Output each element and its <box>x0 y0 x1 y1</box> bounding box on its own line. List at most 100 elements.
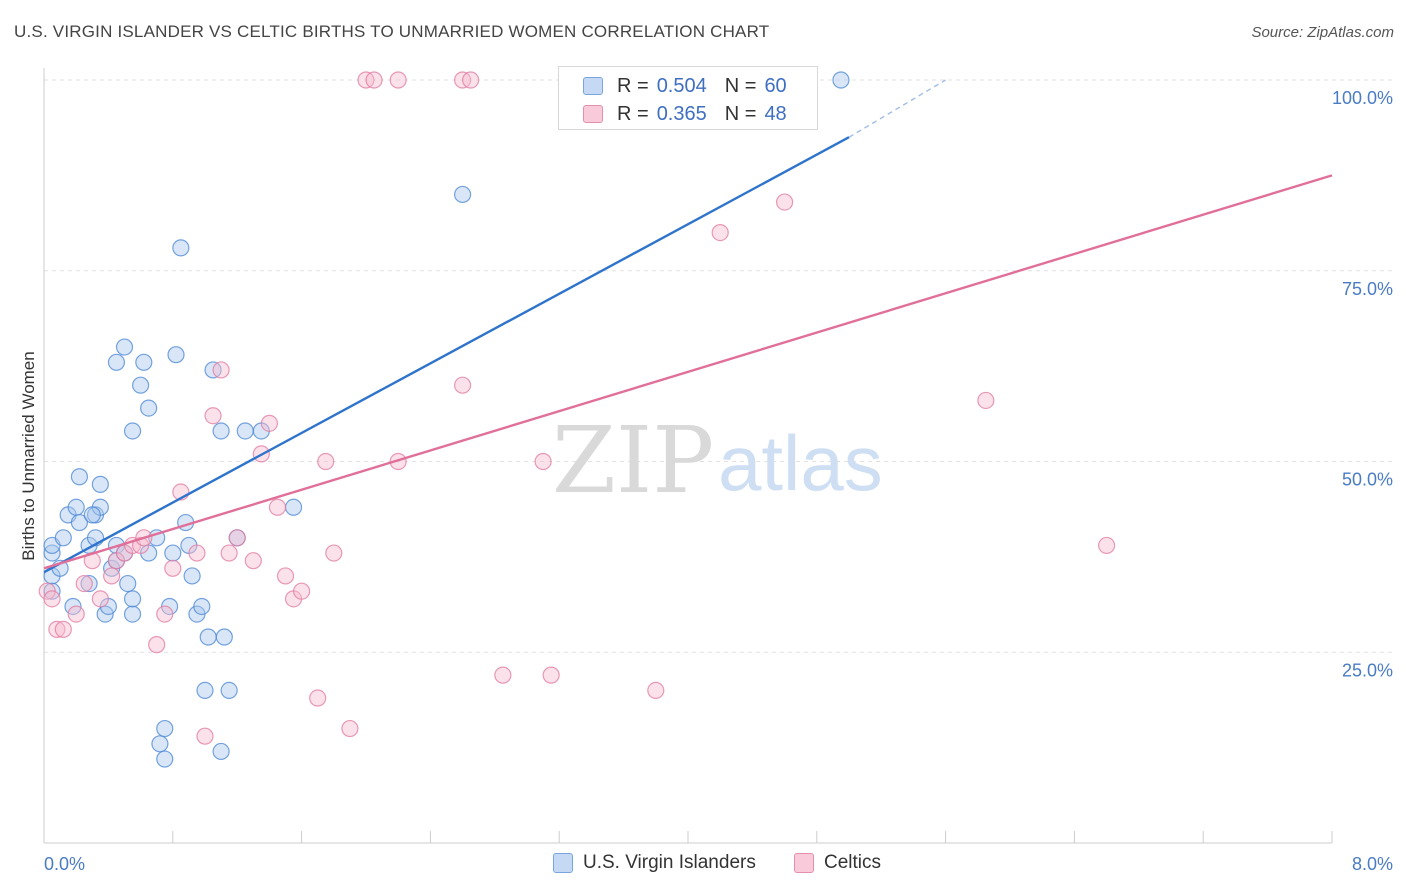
point-virgin-islanders <box>132 376 150 394</box>
legend-r-value-celtics: 0.365 <box>656 102 707 125</box>
point-virgin-islanders <box>172 239 190 257</box>
point-celtics <box>91 590 109 608</box>
point-virgin-islanders <box>70 513 89 532</box>
bottom-legend-virgin-islanders: U.S. Virgin Islanders <box>553 852 756 874</box>
point-virgin-islanders <box>215 628 233 646</box>
grid-lines <box>44 79 1395 653</box>
point-celtics <box>43 590 61 608</box>
watermark: ZIP atlas <box>552 407 883 514</box>
point-celtics <box>220 544 238 562</box>
point-celtics <box>454 376 472 394</box>
legend-row-celtics: R = 0.365 N = 48 <box>583 100 787 128</box>
point-celtics <box>103 567 121 585</box>
point-celtics <box>260 414 278 432</box>
bottom-legend-label-celtics: Celtics <box>824 852 882 873</box>
point-virgin-islanders <box>199 628 217 646</box>
y-tick-label-25: 25.0% <box>1342 660 1393 680</box>
point-celtics <box>542 666 560 684</box>
point-virgin-islanders <box>167 346 185 364</box>
watermark-zip: ZIP <box>552 407 714 514</box>
point-virgin-islanders <box>83 506 101 524</box>
point-celtics <box>268 498 287 516</box>
data-points <box>38 71 1116 768</box>
legend-swatch-virgin-islanders <box>583 77 603 95</box>
point-celtics <box>188 544 206 562</box>
x-tick-label-max: 8.0% <box>1352 854 1393 874</box>
y-axis-label: Births to Unmarried Women <box>19 351 38 560</box>
bottom-legend-swatch-virgin-islanders <box>553 853 573 873</box>
legend-r-value-virgin-islanders: 0.504 <box>656 74 707 97</box>
trend-line-celtics <box>43 174 1333 570</box>
bottom-legend-celtics: Celtics <box>794 852 881 874</box>
point-virgin-islanders <box>212 742 230 761</box>
bottom-legend-swatch-celtics <box>794 853 814 873</box>
legend-row-virgin-islanders: R = 0.504 N = 60 <box>583 72 787 100</box>
point-celtics <box>1097 536 1116 555</box>
point-virgin-islanders <box>454 185 472 204</box>
point-virgin-islanders <box>196 681 214 700</box>
point-celtics <box>711 224 729 242</box>
point-celtics <box>228 529 246 547</box>
point-virgin-islanders <box>123 605 142 623</box>
point-virgin-islanders <box>193 597 211 616</box>
point-virgin-islanders <box>123 590 142 608</box>
axes <box>43 68 1333 844</box>
point-celtics <box>494 666 512 684</box>
point-celtics <box>293 582 311 600</box>
point-celtics <box>212 361 230 379</box>
point-virgin-islanders <box>67 498 85 516</box>
chart-title: U.S. VIRGIN ISLANDER VS CELTIC BIRTHS TO… <box>14 22 770 41</box>
point-celtics <box>365 71 383 89</box>
y-tick-label-100: 100.0% <box>1332 88 1393 108</box>
point-celtics <box>389 71 407 89</box>
point-virgin-islanders <box>135 353 153 371</box>
legend-n-value-celtics: 48 <box>764 102 787 125</box>
point-celtics <box>647 681 665 700</box>
y-tick-label-75: 75.0% <box>1342 279 1393 299</box>
point-virgin-islanders <box>832 71 850 89</box>
point-virgin-islanders <box>54 529 72 547</box>
legend-n-label: N = <box>724 74 757 97</box>
legend-r-label: R = <box>617 74 649 97</box>
legend-r-label: R = <box>617 102 649 125</box>
point-celtics <box>164 559 182 577</box>
point-celtics <box>67 605 85 623</box>
y-tick-label-50: 50.0% <box>1342 470 1393 490</box>
point-virgin-islanders <box>164 544 182 562</box>
point-celtics <box>148 636 166 654</box>
point-celtics <box>309 689 327 707</box>
y-tick-labels: 25.0% 50.0% 75.0% 100.0% <box>1332 88 1393 680</box>
point-celtics <box>534 452 552 471</box>
source-label: Source: ZipAtlas.com <box>1251 24 1394 41</box>
point-celtics <box>156 605 174 623</box>
point-virgin-islanders <box>236 422 254 440</box>
point-virgin-islanders <box>156 750 174 768</box>
watermark-atlas: atlas <box>718 419 883 507</box>
point-celtics <box>54 620 72 638</box>
point-virgin-islanders <box>284 498 303 516</box>
point-virgin-islanders <box>156 719 174 738</box>
point-virgin-islanders <box>151 735 169 753</box>
point-virgin-islanders <box>80 574 98 593</box>
point-celtics <box>775 193 794 211</box>
point-virgin-islanders <box>115 338 134 356</box>
point-virgin-islanders <box>140 399 158 417</box>
trend-line-extension-virgin-islanders <box>848 79 946 138</box>
x-tick-label-min: 0.0% <box>44 854 85 874</box>
point-celtics <box>462 71 480 89</box>
point-celtics <box>325 544 343 562</box>
point-virgin-islanders <box>119 574 137 593</box>
x-tick-labels: 0.0% 8.0% <box>44 854 1393 874</box>
point-virgin-islanders <box>91 475 109 493</box>
point-celtics <box>341 719 359 738</box>
point-virgin-islanders <box>183 567 201 585</box>
point-virgin-islanders <box>70 468 89 486</box>
point-celtics <box>977 391 995 410</box>
point-virgin-islanders <box>107 353 126 371</box>
legend-swatch-celtics <box>583 105 603 123</box>
point-virgin-islanders <box>220 681 238 700</box>
trend-lines <box>43 79 1333 574</box>
point-virgin-islanders <box>123 422 142 440</box>
bottom-legend: U.S. Virgin Islanders Celtics <box>0 852 1406 878</box>
